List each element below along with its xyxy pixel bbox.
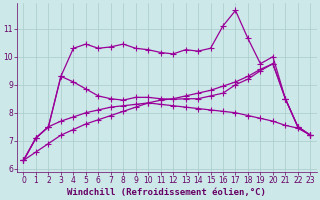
- X-axis label: Windchill (Refroidissement éolien,°C): Windchill (Refroidissement éolien,°C): [68, 188, 266, 197]
